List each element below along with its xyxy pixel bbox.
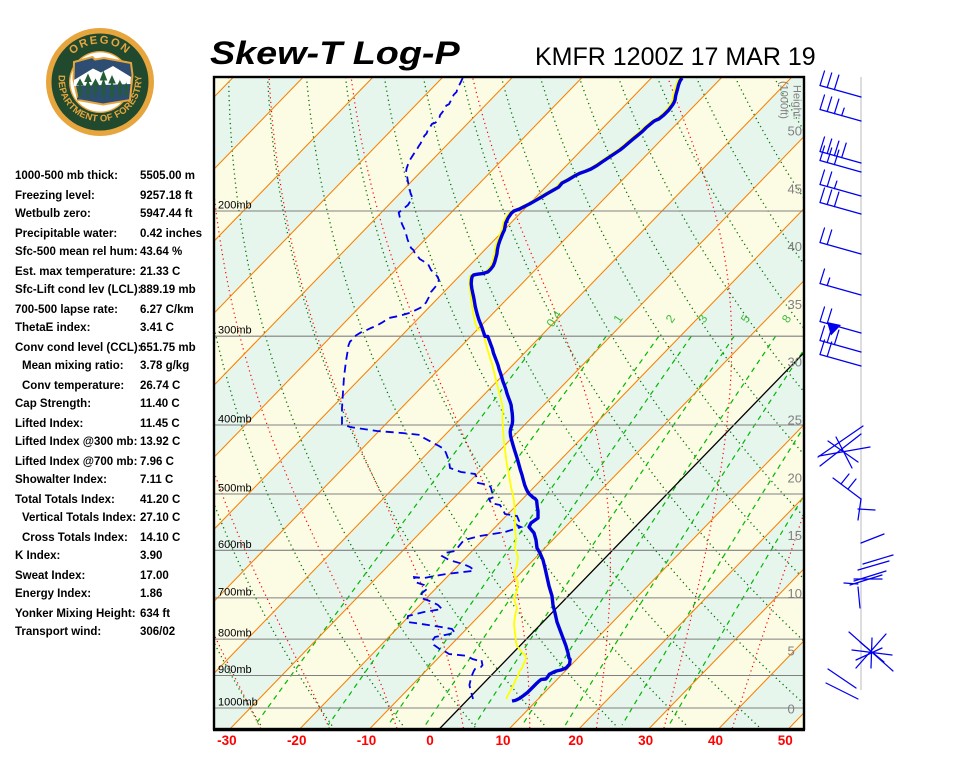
svg-text:45: 45 [788,181,802,196]
svg-text:-20: -20 [287,733,307,748]
svg-text:15: 15 [788,528,802,543]
svg-text:5: 5 [788,644,795,659]
svg-text:0: 0 [788,702,795,717]
svg-text:400mb: 400mb [218,414,252,426]
svg-text:40: 40 [708,733,723,748]
svg-text:50: 50 [778,733,793,748]
svg-text:Height:: Height: [791,85,803,120]
svg-text:25: 25 [788,413,802,428]
svg-text:30: 30 [788,355,802,370]
svg-text:0: 0 [426,733,434,748]
svg-text:20: 20 [788,470,802,485]
svg-text:300mb: 300mb [218,325,252,337]
svg-text:35: 35 [788,297,802,312]
svg-text:500mb: 500mb [218,483,252,495]
svg-text:700mb: 700mb [218,586,252,598]
svg-text:50: 50 [788,124,802,139]
svg-text:-10: -10 [357,733,377,748]
svg-text:10: 10 [788,586,802,601]
svg-text:900mb: 900mb [218,664,252,676]
svg-text:20: 20 [568,733,583,748]
svg-text:800mb: 800mb [218,628,252,640]
svg-text:10: 10 [495,733,510,748]
svg-text:1000mb: 1000mb [218,697,258,709]
svg-text:600mb: 600mb [218,539,252,551]
svg-text:40: 40 [788,239,802,254]
svg-text:30: 30 [638,733,653,748]
svg-text:200mb: 200mb [218,200,252,212]
svg-text:(1000ft): (1000ft) [778,81,790,119]
svg-text:-30: -30 [217,733,237,748]
